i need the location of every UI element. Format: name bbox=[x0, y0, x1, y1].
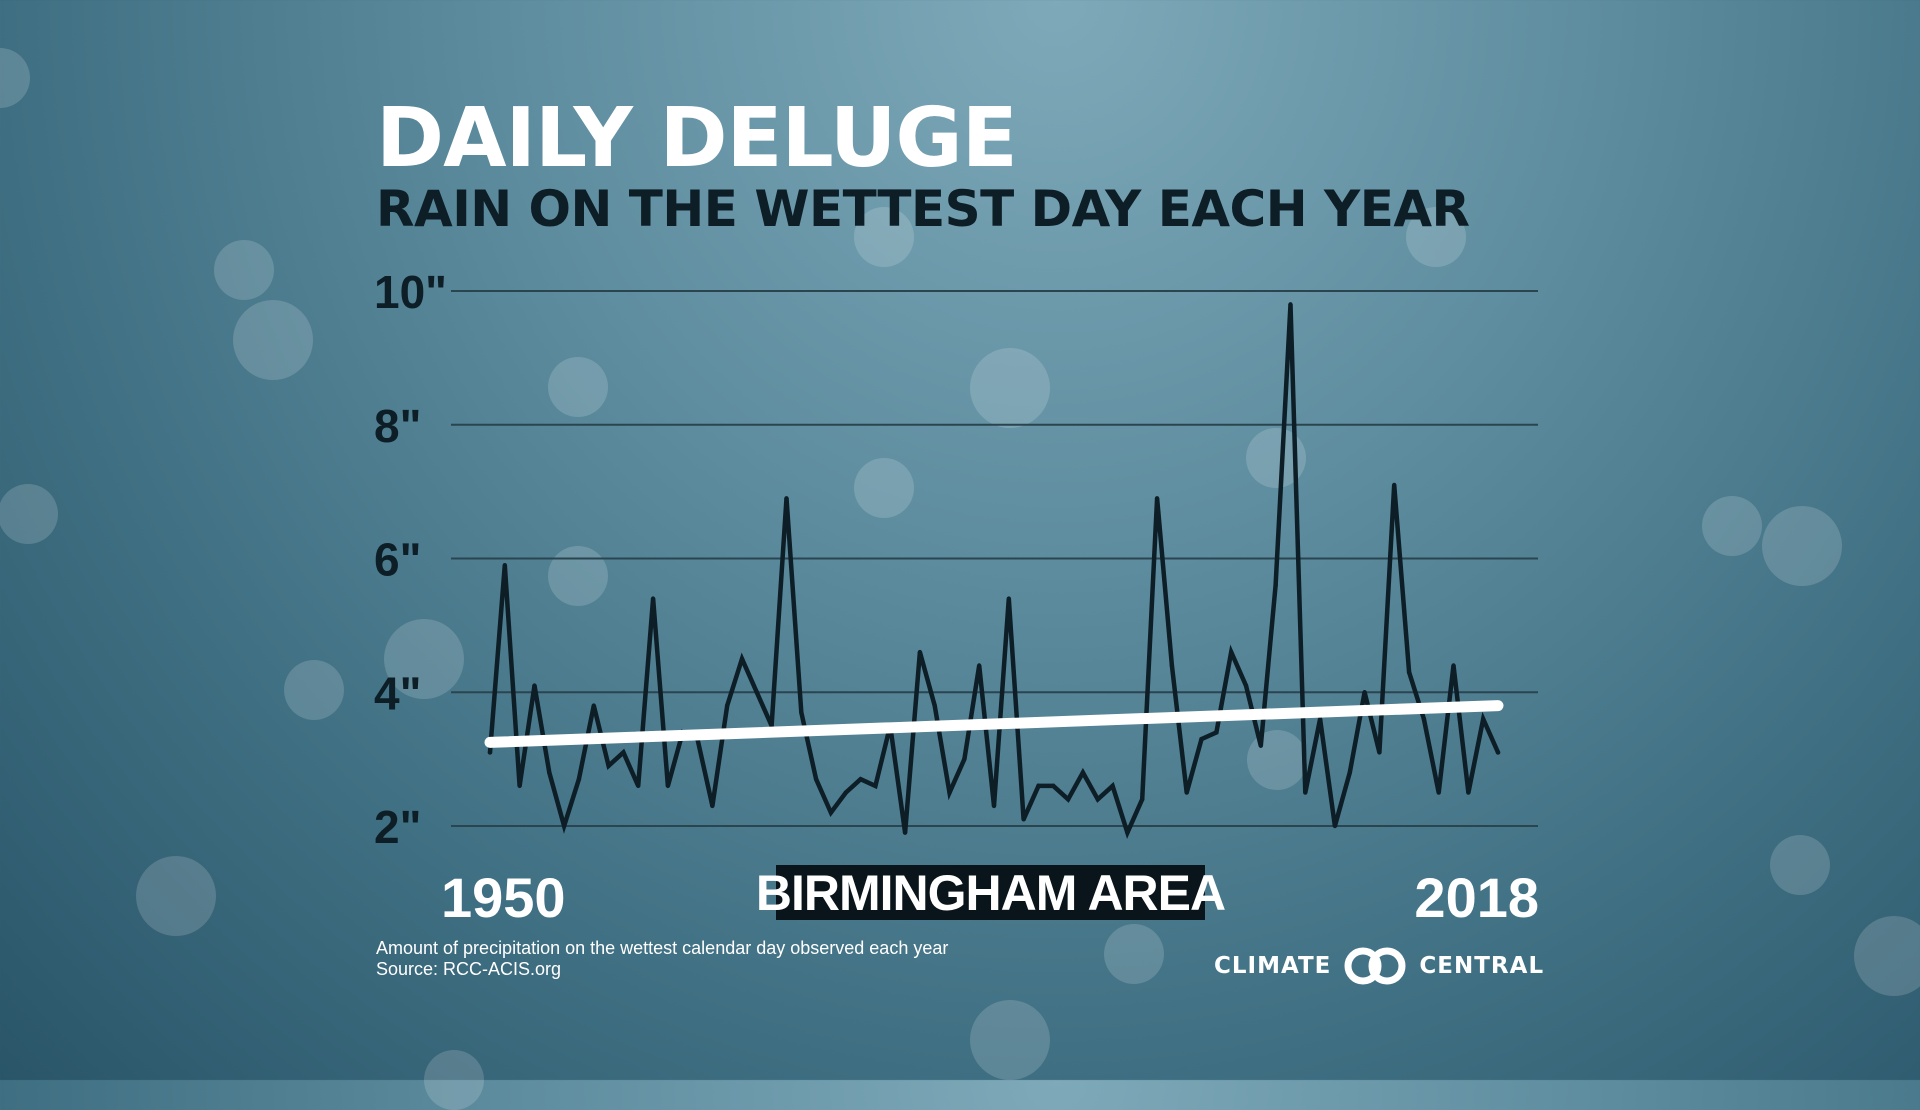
data-point bbox=[650, 596, 656, 601]
data-point bbox=[1065, 797, 1071, 802]
data-point bbox=[1317, 716, 1323, 722]
data-point bbox=[947, 790, 952, 795]
footnote-description: Amount of precipitation on the wettest c… bbox=[376, 938, 949, 958]
data-point bbox=[1303, 790, 1308, 795]
region-label-box: BIRMINGHAM AREA bbox=[756, 865, 1226, 921]
data-point bbox=[1421, 716, 1427, 722]
data-point bbox=[1021, 817, 1026, 822]
data-point bbox=[517, 783, 522, 789]
y-tick-label: 6" bbox=[374, 534, 421, 586]
x-axis-ticks: 1950 2018 bbox=[441, 866, 1539, 929]
data-point bbox=[917, 649, 923, 655]
footnote-source: Source: RCC-ACIS.org bbox=[376, 959, 562, 979]
data-point bbox=[1110, 783, 1115, 789]
data-point bbox=[991, 803, 997, 809]
region-label: BIRMINGHAM AREA bbox=[755, 864, 1226, 921]
data-point bbox=[739, 656, 745, 662]
data-point bbox=[1199, 736, 1204, 742]
data-point bbox=[621, 750, 626, 755]
logo-text-left: CLIMATE bbox=[1214, 953, 1332, 979]
trend-line bbox=[484, 700, 1504, 748]
data-point bbox=[636, 783, 641, 789]
data-point bbox=[1406, 669, 1412, 675]
chart-title: DAILY DELUGE bbox=[376, 91, 1018, 186]
x-tick-label: 2018 bbox=[1414, 866, 1539, 929]
chart-subtitle: RAIN ON THE WETTEST DAY EACH YEAR bbox=[376, 180, 1470, 238]
data-point bbox=[1125, 830, 1130, 835]
data-point bbox=[1184, 790, 1189, 795]
data-point bbox=[1006, 596, 1012, 601]
data-point bbox=[1273, 583, 1278, 588]
climate-central-logo: CLIMATE CENTRAL bbox=[1214, 946, 1544, 986]
data-point bbox=[1480, 716, 1486, 722]
gridlines bbox=[451, 290, 1538, 827]
line-chart: 10" 8" 6" 4" 2" 1950 2018 bbox=[374, 266, 1539, 929]
data-point bbox=[1095, 797, 1100, 802]
data-point bbox=[665, 783, 671, 789]
data-point bbox=[1466, 790, 1471, 795]
data-point bbox=[858, 776, 863, 782]
data-point bbox=[813, 776, 819, 782]
series-line bbox=[487, 304, 1501, 840]
data-point bbox=[784, 496, 789, 501]
data-point bbox=[1228, 649, 1234, 655]
data-point bbox=[1288, 302, 1293, 307]
data-point bbox=[843, 790, 848, 795]
data-point bbox=[902, 830, 908, 835]
data-point bbox=[487, 750, 493, 755]
data-point bbox=[591, 703, 596, 708]
data-point bbox=[724, 703, 730, 708]
data-point bbox=[976, 663, 982, 668]
data-point bbox=[1362, 690, 1367, 695]
data-point bbox=[1243, 683, 1249, 688]
data-point bbox=[561, 823, 567, 829]
y-tick-label: 10" bbox=[374, 266, 447, 318]
data-point bbox=[1154, 496, 1160, 501]
data-point bbox=[799, 710, 804, 715]
data-point bbox=[1451, 663, 1456, 668]
y-tick-label: 8" bbox=[374, 400, 421, 452]
data-point bbox=[1377, 750, 1382, 755]
data-point bbox=[710, 803, 715, 809]
data-point bbox=[1140, 797, 1145, 802]
data-point bbox=[754, 690, 760, 695]
data-point bbox=[1169, 663, 1175, 668]
y-tick-label: 2" bbox=[374, 801, 421, 853]
data-point bbox=[1495, 750, 1501, 755]
data-point bbox=[532, 683, 537, 688]
data-point bbox=[576, 776, 582, 782]
data-point bbox=[1258, 743, 1264, 748]
data-point bbox=[1392, 482, 1397, 488]
data-point bbox=[1051, 783, 1056, 789]
data-point bbox=[1080, 770, 1086, 775]
data-point bbox=[932, 703, 937, 708]
data-point bbox=[1347, 770, 1352, 775]
x-tick-label: 1950 bbox=[441, 866, 566, 929]
logo-text-right: CENTRAL bbox=[1419, 953, 1545, 979]
data-point bbox=[502, 562, 508, 568]
y-tick-label: 4" bbox=[374, 667, 421, 719]
data-point bbox=[1214, 730, 1219, 735]
interlocking-rings-icon bbox=[1344, 947, 1406, 985]
data-point bbox=[1436, 790, 1441, 795]
data-point bbox=[1036, 783, 1041, 789]
data-point bbox=[1332, 823, 1338, 829]
data-point bbox=[606, 763, 611, 769]
data-point bbox=[962, 756, 967, 762]
y-axis-ticks: 10" 8" 6" 4" 2" bbox=[374, 266, 447, 853]
footnote: Amount of precipitation on the wettest c… bbox=[376, 938, 948, 980]
data-point bbox=[873, 783, 878, 789]
data-point bbox=[828, 810, 834, 815]
data-point bbox=[547, 770, 552, 775]
